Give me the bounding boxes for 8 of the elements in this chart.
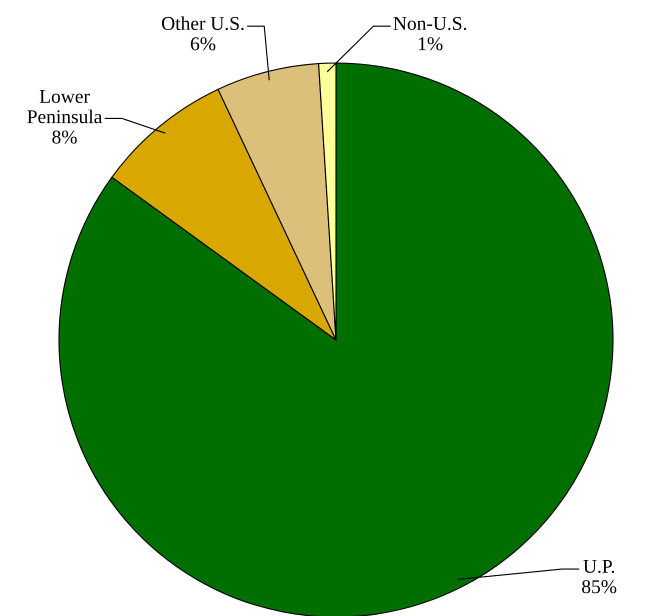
data-label: 8%	[52, 130, 77, 144]
slice-label: Non-U.S.	[393, 16, 466, 30]
data-label: 1%	[418, 37, 442, 50]
data-label: 6%	[190, 37, 216, 50]
slice-label: U.P.	[583, 560, 614, 574]
data-label: 85%	[582, 580, 616, 594]
slice-label: Other U.S.	[162, 16, 244, 30]
slice-label: Lower Peninsula	[27, 90, 102, 124]
